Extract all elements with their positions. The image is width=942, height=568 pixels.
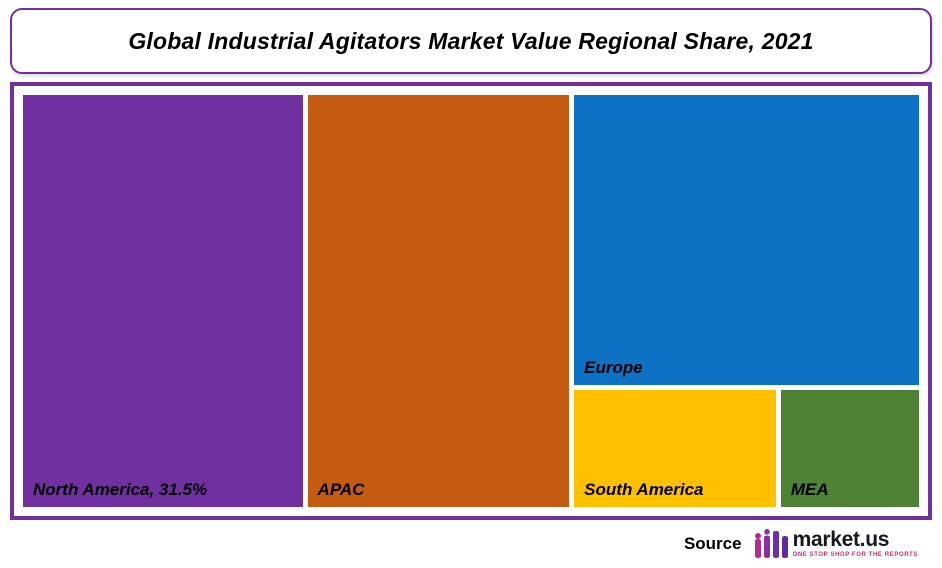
chart-title: Global Industrial Agitators Market Value… [128,27,814,54]
tile-label-apac: APAC [317,480,365,499]
treemap-tile-apac: APAC [307,95,570,507]
marketus-logo-text: market.us ONE STOP SHOP FOR THE REPORTS [793,529,918,558]
treemap-tile-mea: MEA [780,389,919,507]
tile-label-mea: MEA [790,480,829,499]
source-label: Source [683,534,742,553]
tile-label-north-america: North America, 31.5% [33,480,208,499]
tile-label-south-america: South America [584,480,704,499]
treemap-tile-south-america: South America [574,389,776,507]
marketus-brand-name: market.us [792,528,890,551]
marketus-tagline: ONE STOP SHOP FOR THE REPORTS [792,552,918,558]
treemap-bottom-row: South America MEA [574,389,919,507]
chart-title-box: Global Industrial Agitators Market Value… [10,8,932,74]
marketus-logo-icon [754,529,788,558]
chart-frame: North America, 31.5% APAC Europe South A… [10,82,932,520]
footer: Source market.us ONE STOP SHOP FOR THE R… [10,520,932,568]
treemap: North America, 31.5% APAC Europe South A… [23,95,919,507]
treemap-right-column: Europe South America MEA [574,95,919,507]
marketus-logo: market.us ONE STOP SHOP FOR THE REPORTS [754,529,918,559]
treemap-tile-europe: Europe [574,95,919,385]
treemap-tile-north-america: North America, 31.5% [23,95,303,507]
tile-label-europe: Europe [584,357,643,377]
